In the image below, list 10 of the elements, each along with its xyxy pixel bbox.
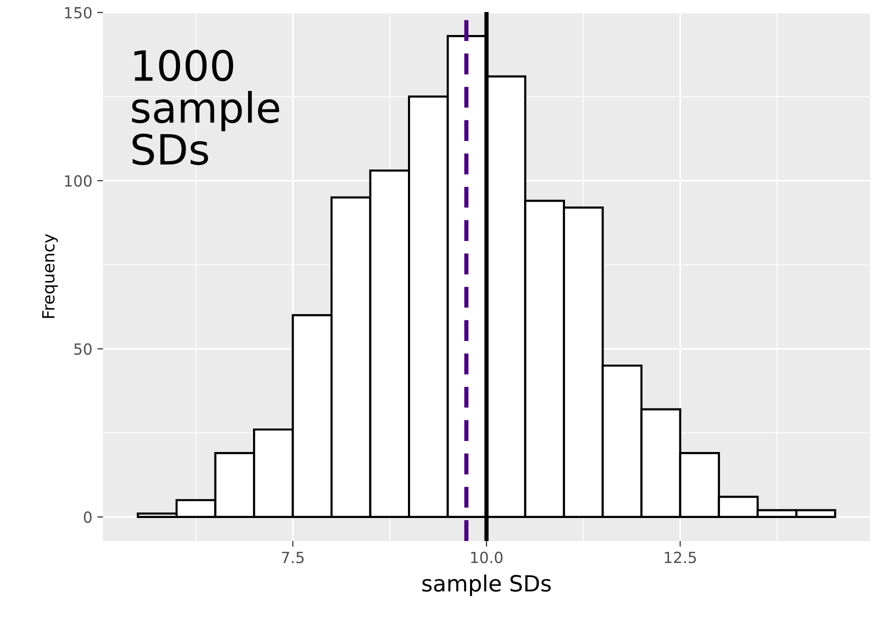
x-tick-label: 12.5	[664, 552, 696, 564]
y-tick-label: 50	[74, 343, 92, 355]
y-tick-label: 150	[65, 6, 92, 19]
x-axis-title: sample SDs	[422, 574, 551, 596]
y-tick-label: 100	[65, 175, 92, 187]
x-tick-label: 7.5	[282, 552, 304, 564]
x-tick-label: 10.0	[471, 552, 502, 564]
y-tick-label: 0	[84, 511, 92, 523]
y-axis-title: Frequency	[42, 234, 58, 318]
annotation: 1000 sample SDs	[132, 50, 280, 166]
